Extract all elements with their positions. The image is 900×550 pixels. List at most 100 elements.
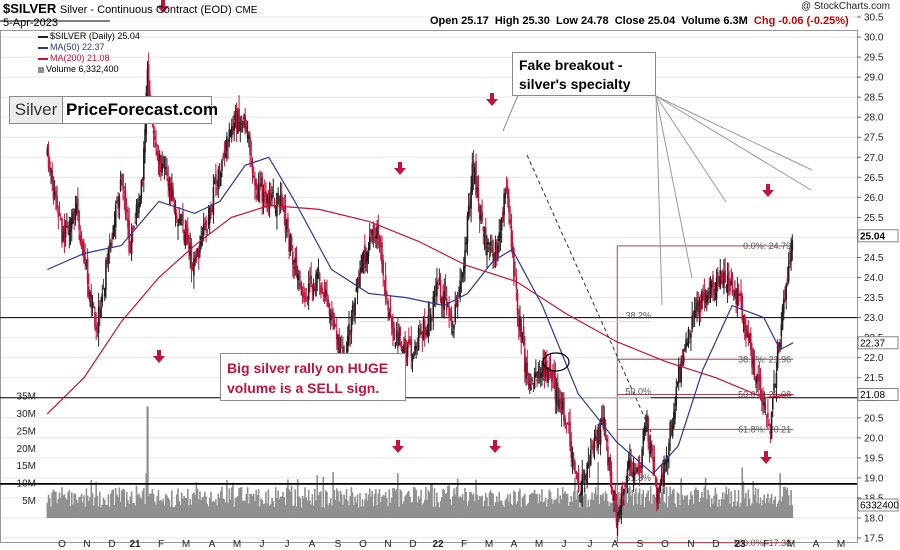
candle-body: [119, 179, 122, 192]
volume-bar: [665, 486, 668, 518]
volume-bar: [294, 489, 297, 518]
volume-bar: [741, 467, 744, 518]
candle-body: [596, 437, 598, 443]
candle-body: [85, 261, 88, 266]
candle-body: [310, 275, 312, 285]
volume-bar: [387, 506, 389, 518]
volume-bar: [202, 496, 205, 518]
time-tick-label: M: [485, 539, 493, 550]
candle-body: [129, 247, 132, 249]
volume-bar: [521, 497, 524, 518]
candle-body: [205, 220, 207, 231]
time-tick-label: O: [58, 539, 66, 550]
candle-body: [532, 382, 535, 384]
candle-body: [320, 285, 322, 294]
volume-bar: [357, 507, 360, 518]
candle-body: [775, 372, 778, 389]
candle-body: [703, 291, 706, 303]
volume-bar: [50, 506, 52, 518]
candle-body: [184, 231, 187, 246]
volume-bar: [53, 491, 56, 518]
volume-bar: [751, 503, 753, 518]
candle-body: [63, 225, 66, 243]
candle-body: [651, 447, 653, 452]
candle-body: [659, 482, 662, 491]
candle-body: [134, 222, 137, 224]
candle-body: [602, 417, 604, 427]
candle-body: [748, 337, 751, 340]
candle-body: [304, 295, 306, 302]
volume-bar: [471, 494, 474, 518]
volume-bar: [668, 495, 670, 518]
candle-body: [626, 468, 629, 483]
candle-body: [59, 217, 62, 220]
candle-body: [353, 303, 355, 317]
close-value: Close 25.04: [614, 15, 676, 27]
price-tick-label: 29.5: [864, 53, 884, 64]
volume-bar: [564, 491, 566, 518]
candle-body: [179, 218, 182, 222]
volume-bar: [95, 481, 97, 518]
candle-body: [114, 204, 117, 228]
volume-bar: [90, 479, 93, 518]
volume-bar: [121, 490, 123, 518]
volume-bar: [714, 487, 717, 518]
candle-body: [251, 160, 254, 173]
candle-body: [50, 169, 52, 173]
volume-bar: [621, 499, 624, 518]
volume-bar: [201, 497, 204, 518]
volume-bar: [281, 496, 283, 518]
candle-body: [564, 417, 566, 425]
volume-bar: [699, 498, 702, 518]
volume-bar: [438, 507, 441, 518]
change-value: Chg -0.06 (-0.25%): [753, 15, 849, 27]
volume-bar: [70, 492, 73, 518]
price-tick-label: 28.0: [864, 113, 884, 124]
volume-bar: [266, 503, 268, 518]
volume-bar: [571, 501, 574, 518]
candle-body: [636, 468, 639, 472]
candle-body: [194, 259, 196, 262]
volume-bar: [652, 494, 654, 518]
candle-body: [195, 255, 198, 262]
volume-bar: [226, 480, 228, 518]
candle-body: [533, 373, 536, 389]
price-tick-label: 27.5: [864, 133, 884, 144]
candle-body: [649, 442, 652, 455]
candle-body: [371, 229, 373, 235]
legend-ma50: MA(50) 22.37: [38, 42, 105, 52]
volume-bar: [353, 504, 355, 518]
candle-body: [616, 523, 619, 526]
candle-body: [284, 207, 287, 233]
price-tick-label: 20.0: [864, 433, 884, 444]
candle-body: [684, 348, 686, 351]
candle-body: [559, 399, 562, 405]
ma50-line: [47, 156, 794, 475]
volume-bar: [337, 491, 339, 518]
candle-body: [753, 358, 756, 380]
price-tick-label: 26.0: [864, 193, 884, 204]
candle-body: [668, 442, 670, 456]
volume-bar: [596, 494, 598, 518]
price-tick-label: 30.5: [864, 13, 884, 24]
candle-body: [506, 187, 509, 199]
volume-bar: [581, 504, 584, 518]
candle-body: [499, 233, 502, 238]
candle-body: [350, 316, 353, 333]
candle-body: [127, 217, 129, 228]
candle-body: [625, 482, 628, 484]
candle-body: [554, 375, 557, 400]
volume-bar: [290, 485, 293, 518]
candle-body: [702, 297, 704, 299]
candle-body: [723, 271, 725, 289]
candle-body: [147, 64, 150, 97]
volume-bar: [412, 487, 415, 518]
candle-body: [356, 277, 359, 294]
volume-bar: [779, 473, 781, 518]
candle-body: [360, 267, 363, 272]
volume-bar: [770, 494, 773, 518]
candle-body: [437, 283, 439, 285]
volume-bar: [451, 496, 454, 518]
volume-bar: [218, 498, 221, 518]
volume-bar: [673, 488, 675, 518]
